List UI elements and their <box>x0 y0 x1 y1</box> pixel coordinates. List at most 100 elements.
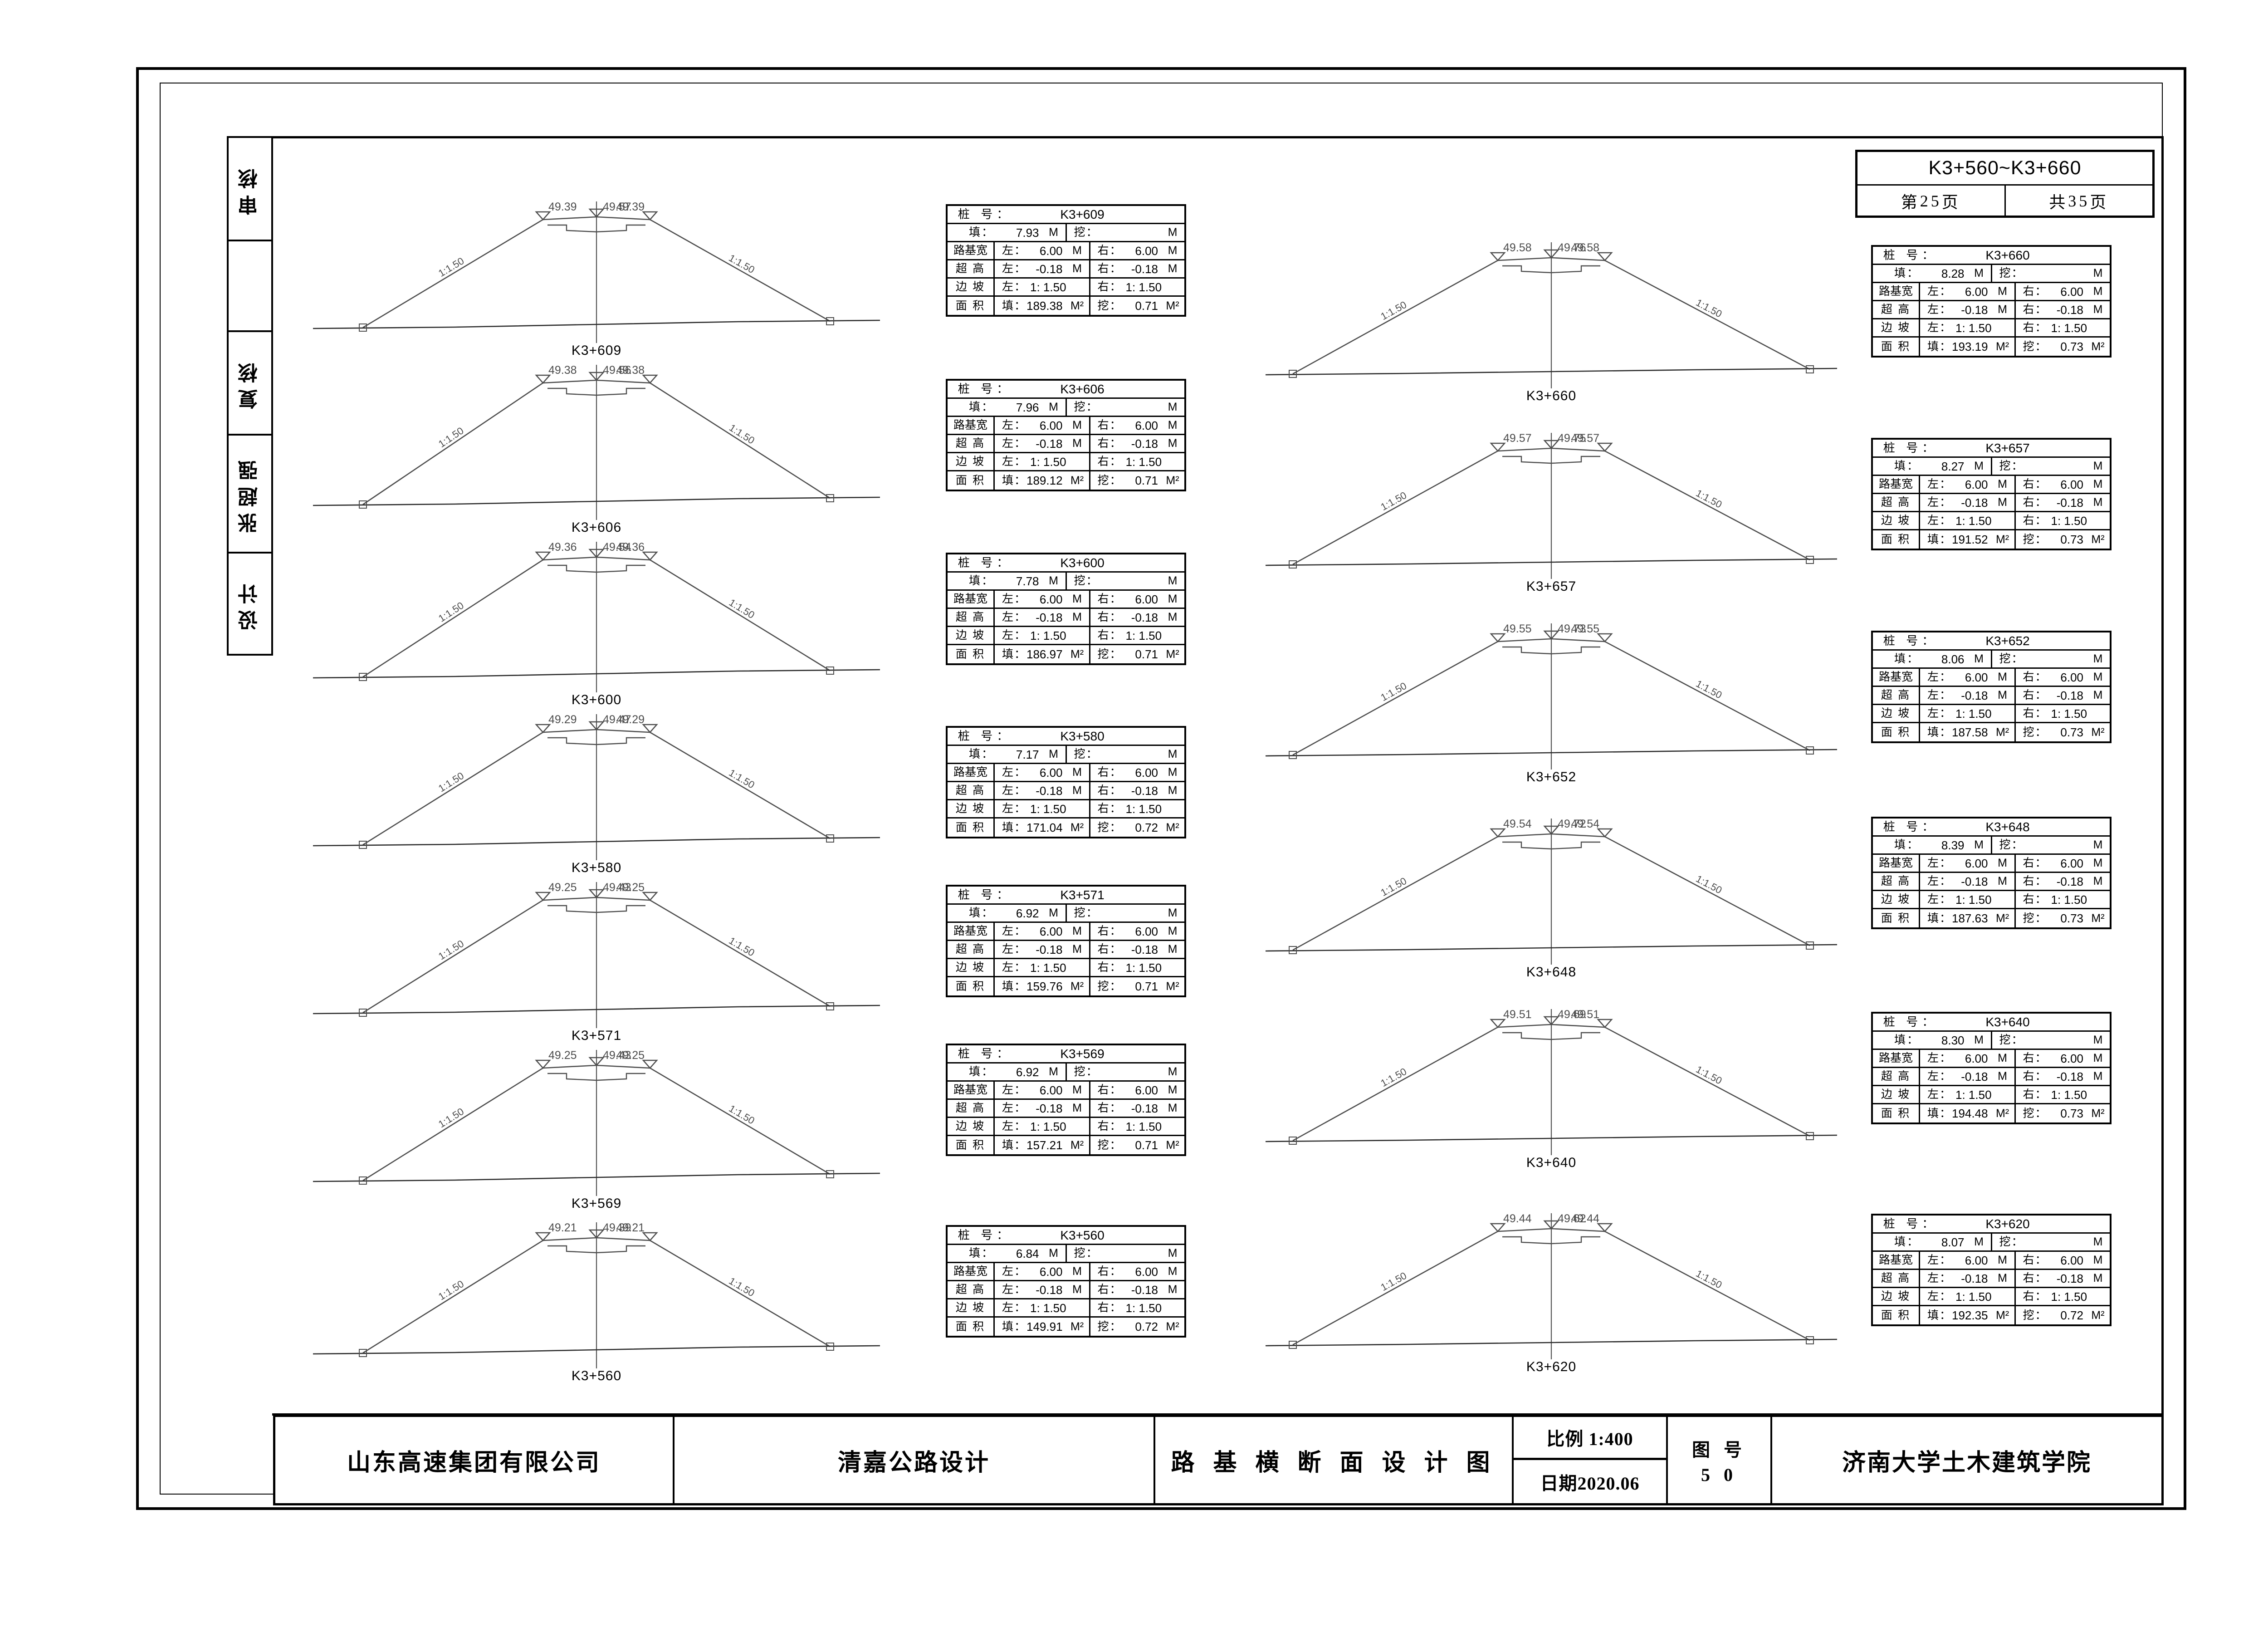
fill-cell: 填： 7.96 M <box>948 399 1067 416</box>
table-row-side-slope: 边 坡左： 1: 1.50 右： 1: 1.50 <box>1873 512 2110 530</box>
side-slope-left-label: 左： <box>1002 1120 1027 1132</box>
superelevation-left-cell: 左： -0.18 M <box>995 609 1090 626</box>
elevation-center-label: 49.39 <box>603 1221 631 1234</box>
table-row-fill-cut: 填： 7.93 M 挖： M <box>948 224 1184 242</box>
side-slope-right-label: 右： <box>2023 1088 2048 1101</box>
cut-cell: 挖： M <box>1992 1032 2110 1049</box>
area-cut-cell: 挖： 0.73 M² <box>2016 1104 2110 1122</box>
subgrade-width-left-label: 左： <box>1927 857 1952 869</box>
fill-label: 填： <box>968 1247 994 1260</box>
subgrade-width-left-label: 左： <box>1002 766 1027 779</box>
elevation-right-label: 49.38 <box>616 364 645 377</box>
table-row-side-slope: 边 坡左： 1: 1.50 右： 1: 1.50 <box>948 1299 1184 1318</box>
table-row-station: 桩 号： K3+560 <box>948 1227 1184 1245</box>
subgrade-width-head: 路基宽 <box>948 923 995 940</box>
section-station-caption: K3+652 <box>1526 770 1577 784</box>
station-value: K3+569 <box>1060 1046 1105 1061</box>
area-fill-value: 189.38 <box>1026 299 1063 313</box>
side-slope-head: 边 坡 <box>1873 512 1920 529</box>
area-cut-value: 0.72 <box>2060 1309 2083 1322</box>
subgrade-width-head: 路基宽 <box>948 242 995 259</box>
table-row-subgrade-width: 路基宽 左： 6.00 M 右： 6.00 M <box>948 591 1184 609</box>
table-row-subgrade-width: 路基宽 左： 6.00 M 右： 6.00 M <box>948 1263 1184 1281</box>
subgrade-width-right-unit: M <box>1168 766 1178 779</box>
side-slope-head: 边 坡 <box>948 1118 995 1135</box>
cut-unit: M <box>1168 574 1178 587</box>
table-row-subgrade-width: 路基宽 左： 6.00 M 右： 6.00 M <box>1873 1050 2110 1068</box>
fill-label: 填： <box>1894 653 1920 665</box>
section-station-caption: K3+600 <box>571 692 622 707</box>
subgrade-width-left-label: 左： <box>1927 1254 1952 1266</box>
table-row-area: 面 积填： 157.21 M² 挖： 0.71 M² <box>948 1136 1184 1154</box>
elevation-right-label: 49.57 <box>1571 432 1599 445</box>
area-cut-value: 0.71 <box>1135 474 1158 487</box>
area-fill-label: 填： <box>1002 1139 1027 1152</box>
subgrade-width-right-label: 右： <box>1097 593 1122 605</box>
area-fill-unit: M² <box>1070 1320 1084 1333</box>
station-label: 桩 号： <box>1883 820 1938 833</box>
fill-value: 8.07 <box>1941 1235 1965 1249</box>
area-cut-cell: 挖： 0.71 M² <box>1090 1136 1184 1154</box>
side-slope-head: 边 坡 <box>1873 1288 1920 1305</box>
area-head: 面 积 <box>948 1318 995 1336</box>
section-station-caption: K3+620 <box>1526 1359 1577 1374</box>
section-data-table: 桩 号： K3+569 填： 6.92 M 挖： M 路基宽 左： 6.00 M 右： 6.00 M 超 高… <box>946 1044 1186 1156</box>
section-data-table: 桩 号： K3+652 填： 8.06 M 挖： M 路基宽 左： 6.00 M 右： 6.00 M 超 高… <box>1871 631 2112 743</box>
station-label: 桩 号： <box>958 1228 1013 1242</box>
area-fill-value: 159.76 <box>1026 980 1063 993</box>
cut-unit: M <box>2093 838 2103 851</box>
slope-note-left: 1:1.50 <box>436 1106 466 1130</box>
area-cut-label: 挖： <box>1097 299 1122 312</box>
elevation-center-label: 49.43 <box>603 1049 631 1062</box>
superelevation-right-unit: M <box>1168 262 1178 275</box>
superelevation-right-value: -0.18 <box>2056 688 2083 702</box>
superelevation-left-label: 左： <box>1002 437 1027 450</box>
subgrade-width-right-cell: 右： 6.00 M <box>1090 923 1185 940</box>
cut-label: 挖： <box>1074 401 1099 413</box>
subgrade-width-right-label: 右： <box>1097 766 1122 779</box>
area-cut-unit: M² <box>1166 647 1179 661</box>
station-value: K3+606 <box>1060 382 1105 396</box>
page-header-block: K3+560~K3+660 第 25 页 共 35 页 <box>1855 150 2155 218</box>
fill-unit: M <box>1049 574 1058 587</box>
subgrade-width-right-label: 右： <box>1097 925 1122 937</box>
table-row-superelevation: 超 高左： -0.18 M 右： -0.18 M <box>948 435 1184 453</box>
approval-sidebar: 审核 复核 张超强 设计 <box>227 136 273 656</box>
subgrade-width-right-value: 6.00 <box>2060 1253 2083 1267</box>
station-label: 桩 号： <box>958 382 1013 396</box>
superelevation-head: 超 高 <box>948 782 995 799</box>
elevation-center-label: 49.76 <box>1558 241 1586 254</box>
subgrade-width-right-cell: 右： 6.00 M <box>1090 242 1185 259</box>
side-slope-left-cell: 左： 1: 1.50 <box>995 1118 1090 1135</box>
station-label: 桩 号： <box>958 729 1013 743</box>
table-row-fill-cut: 填： 6.84 M 挖： M <box>948 1245 1184 1263</box>
superelevation-right-label: 右： <box>1097 263 1122 275</box>
subgrade-width-right-value: 6.00 <box>1135 1083 1158 1097</box>
table-row-subgrade-width: 路基宽 左： 6.00 M 右： 6.00 M <box>948 417 1184 435</box>
table-row-superelevation: 超 高左： -0.18 M 右： -0.18 M <box>948 941 1184 959</box>
table-row-station: 桩 号： K3+571 <box>948 887 1184 905</box>
subgrade-width-left-unit: M <box>1998 478 2007 490</box>
side-slope-left-value: 1: 1.50 <box>1030 961 1066 975</box>
section-station-caption: K3+648 <box>1526 965 1577 980</box>
subgrade-width-left-value: 6.00 <box>1965 477 1988 491</box>
side-slope-right-value: 1: 1.50 <box>1125 1301 1162 1315</box>
area-cut-label: 挖： <box>1097 980 1122 993</box>
superelevation-right-cell: 右： -0.18 M <box>1090 782 1185 799</box>
area-head: 面 积 <box>948 977 995 995</box>
area-fill-cell: 填： 187.58 M² <box>1920 723 2016 741</box>
side-slope-right-label: 右： <box>2023 515 2048 527</box>
area-fill-cell: 填： 149.91 M² <box>995 1318 1090 1336</box>
cut-label: 挖： <box>1999 653 2024 665</box>
title-block: 山东高速集团有限公司 清嘉公路设计 路 基 横 断 面 设 计 图 比例 1:4… <box>273 1415 2164 1505</box>
subgrade-width-left-label: 左： <box>1927 478 1952 490</box>
total-page-suffix: 页 <box>2090 193 2109 211</box>
table-row-station: 桩 号： K3+648 <box>1873 819 2110 837</box>
slope-note-left: 1:1.50 <box>436 770 466 794</box>
table-row-station: 桩 号： K3+620 <box>1873 1216 2110 1234</box>
side-slope-right-value: 1: 1.50 <box>1125 628 1162 642</box>
superelevation-right-unit: M <box>2093 1272 2103 1284</box>
fill-value: 8.39 <box>1941 838 1965 852</box>
fill-cell: 填： 7.93 M <box>948 224 1067 241</box>
superelevation-left-value: -0.18 <box>1961 1271 1988 1285</box>
